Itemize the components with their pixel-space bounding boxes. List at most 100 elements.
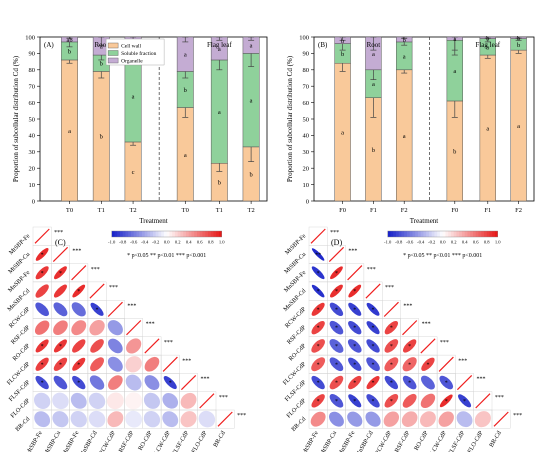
corr-ellipse xyxy=(348,284,362,298)
corr-stars: * xyxy=(390,362,393,368)
colorbar-tick-label: 0.6 xyxy=(197,240,203,245)
corr-ellipse xyxy=(52,392,69,410)
significance-letter: b xyxy=(486,44,489,51)
colorbar-segment xyxy=(139,231,143,237)
significance-letter: c xyxy=(132,169,135,176)
corr-stars: * xyxy=(335,362,338,368)
corr-stars: * xyxy=(41,271,44,277)
colorbar-segment xyxy=(492,231,496,237)
significance-letter: b xyxy=(100,134,103,141)
colorbar-segment xyxy=(393,231,397,237)
corr-ellipse xyxy=(72,339,86,353)
colorbar-tick-label: 0.4 xyxy=(462,240,468,245)
colorbar-segment xyxy=(191,231,195,237)
y-tick-label: 40 xyxy=(303,133,310,140)
corr-ellipse xyxy=(347,411,363,427)
corr-ellipse xyxy=(384,339,399,353)
corr-ellipse xyxy=(35,375,49,390)
x-tick-label: T1 xyxy=(216,207,223,214)
corr-cell xyxy=(491,409,511,429)
significance-letter: a xyxy=(403,53,406,60)
corr-stars: * xyxy=(77,289,80,295)
corr-ellipse xyxy=(88,410,106,428)
corr-ellipse xyxy=(125,356,142,373)
corr-stars: * xyxy=(317,289,320,295)
corr-stars: * xyxy=(77,362,80,368)
corr-ellipse xyxy=(348,320,362,335)
significance-letter: b xyxy=(453,148,456,155)
corr-ellipse xyxy=(311,357,326,372)
corr-stars: * xyxy=(335,381,338,387)
corr-diagonal xyxy=(144,338,160,354)
colorbar-tick-label: -0.8 xyxy=(395,240,403,245)
corr-stars: * xyxy=(317,399,320,405)
corr-ellipse xyxy=(384,375,399,390)
corr-ellipse xyxy=(198,410,216,428)
column-label: FLSF-CdP xyxy=(447,429,467,452)
colorbar-segment xyxy=(114,231,118,237)
corr-stars: *** xyxy=(109,285,118,291)
row-label: BR-Cd xyxy=(290,415,308,433)
colorbar-segment xyxy=(155,231,159,237)
corr-ellipse xyxy=(330,266,343,280)
corr-ellipse xyxy=(366,339,380,353)
significance-letter: a xyxy=(250,98,253,105)
colorbar-segment xyxy=(133,231,137,237)
colorbar-segment xyxy=(417,231,421,237)
corr-ellipse xyxy=(90,357,104,372)
colorbar-tick-label: 0.2 xyxy=(451,240,457,245)
colorbar-segment xyxy=(478,231,482,237)
corr-diagonal xyxy=(52,246,69,263)
colorbar-segment xyxy=(188,231,192,237)
column-label: FLO-CdP xyxy=(466,429,485,452)
colorbar-tick-label: 0.8 xyxy=(484,240,490,245)
significance-letter: b xyxy=(249,171,252,178)
x-axis-label: Treatment xyxy=(139,217,168,225)
colorbar-tick-label: 0.0 xyxy=(164,240,170,245)
corr-stars: * xyxy=(353,307,356,313)
row-label: BR-Cd xyxy=(14,415,32,433)
corr-stars: *** xyxy=(127,303,136,309)
colorbar-tick-label: -0.2 xyxy=(152,240,160,245)
column-label: FLCW-CdP xyxy=(427,429,448,452)
corr-ellipse xyxy=(366,302,380,316)
corr-stars: * xyxy=(59,362,62,368)
colorbar-segment xyxy=(125,231,129,237)
y-tick-label: 70 xyxy=(303,84,310,91)
colorbar-segment xyxy=(483,231,487,237)
corr-ellipse xyxy=(53,375,68,390)
colorbar-segment xyxy=(185,231,189,237)
corr-ellipse xyxy=(53,284,67,298)
corr-ellipse xyxy=(125,392,143,410)
corr-panel-C: ***MtSBP-FeMtSBP-Fe****MtSBP-CuMtSBP-Cu*… xyxy=(6,226,246,452)
corr-ellipse xyxy=(163,376,177,390)
column-label: MtSBP-Fe xyxy=(25,430,44,452)
corr-stars: * xyxy=(353,289,356,295)
colorbar-segment xyxy=(431,231,435,237)
corr-ellipse xyxy=(439,375,454,390)
corr-ellipse xyxy=(366,376,380,390)
x-axis-label: Treatment xyxy=(410,217,439,225)
corr-stars: * xyxy=(41,344,44,350)
corr-ellipse xyxy=(35,284,49,298)
corr-ellipse xyxy=(311,394,325,408)
corr-ellipse xyxy=(439,394,453,408)
corr-stars: *** xyxy=(54,230,63,236)
y-axis-label: Proportion of subcellular distribution C… xyxy=(286,55,294,182)
corr-ellipse xyxy=(458,394,472,408)
colorbar-segment xyxy=(464,231,468,237)
panel-label: (D) xyxy=(331,238,342,247)
corr-ellipse xyxy=(53,357,68,371)
corr-stars: * xyxy=(317,307,320,313)
corr-stars: * xyxy=(335,289,338,295)
colorbar-tick-label: 0.6 xyxy=(473,240,479,245)
corr-stars: *** xyxy=(330,230,339,236)
corr-ellipse xyxy=(311,375,325,390)
corr-stars: * xyxy=(41,381,44,387)
corr-ellipse xyxy=(35,339,49,353)
corr-ellipse xyxy=(88,392,106,410)
column-label: MtSBP-Cu xyxy=(318,430,338,452)
colorbar-segment xyxy=(428,231,432,237)
corr-ellipse xyxy=(107,411,124,428)
column-label: RSF-CdP xyxy=(393,429,411,452)
